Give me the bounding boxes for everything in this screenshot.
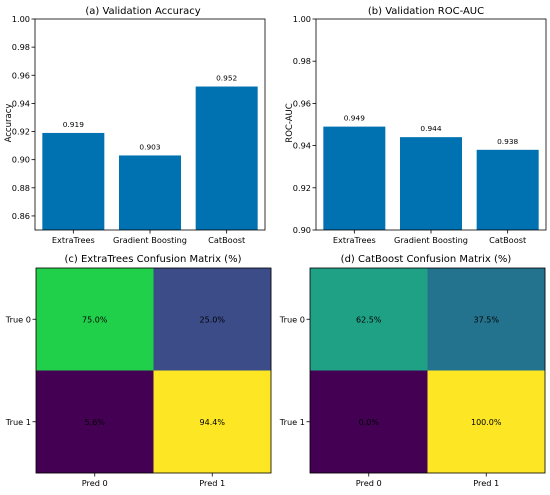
panel-a-axes-frame [34,18,266,231]
d-row-label-1: True 1 [279,417,305,427]
b-bar-0 [323,126,386,230]
d-cell-0-0 [310,268,428,371]
b-ytick-label-4: 0.98 [293,56,311,66]
panel-c-col-ticks: Pred 0 Pred 1 [82,473,225,488]
b-ytick-label-3: 0.96 [293,98,311,108]
c-col-label-1: Pred 1 [199,478,225,488]
d-cell-label-1-0: 0.0% [359,418,380,427]
panel-a-title: (a) Validation Accuracy [85,6,200,17]
d-cell-1-1 [427,370,546,474]
panel-d-row-ticks: True 0 True 1 [279,314,310,427]
b-ytick-label-1: 0.92 [293,183,311,193]
c-cell-label-0-1: 25.0% [200,315,226,324]
d-cell-label-0-0: 62.5% [356,315,382,324]
a-bar-1 [119,155,181,230]
a-data-label-0: 0.919 [63,120,84,129]
panel-d-axes-frame [309,267,546,474]
panel-d-cells [310,268,546,474]
panel-c-cells [36,268,272,474]
a-bar-0 [42,132,105,230]
panel-c-cell-labels: 75.0% 25.0% 5.6% 94.4% [82,315,225,427]
b-xtick-label-0: ExtraTrees [333,235,376,245]
panel-b-x-ticks: ExtraTrees Gradient Boosting CatBoost [333,230,527,245]
d-row-label-0: True 0 [279,314,305,324]
c-cell-label-1-1: 94.4% [200,418,226,427]
b-ytick-label-2: 0.94 [293,141,311,151]
a-xtick-label-0: ExtraTrees [52,235,95,245]
panel-b-data-labels: 0.949 0.944 0.938 [344,114,519,146]
b-ytick-label-0: 0.90 [293,225,311,235]
c-cell-1-1 [153,370,272,474]
a-xtick-label-1: Gradient Boosting [113,235,187,245]
a-ytick-label-1: 0.88 [12,183,30,193]
a-ytick-label-3: 0.92 [12,127,30,137]
panel-d-col-ticks: Pred 0 Pred 1 [356,473,499,488]
panel-b-y-ticks: 0.90 0.92 0.94 0.96 0.98 1.00 [293,14,316,235]
c-row-label-1: True 1 [5,417,31,427]
panel-b-title: (b) Validation ROC-AUC [368,6,484,17]
d-cell-0-1 [427,268,546,371]
panel-c-extratrees-confusion-matrix: (c) ExtraTrees Confusion Matrix (%) 75.0… [5,254,272,488]
panel-b-validation-roc-auc: (b) Validation ROC-AUC ROC-AUC 0.900.920… [285,6,547,245]
b-ytick-label-5: 1.00 [293,14,311,24]
d-cell-1-0 [310,370,428,474]
panel-d-catboost-confusion-matrix: (d) CatBoost Confusion Matrix (%) 62.5% 3… [279,254,546,488]
panel-a-ylabel: Accuracy [4,104,14,143]
c-cell-0-0 [36,268,154,371]
panel-c-title: (c) ExtraTrees Confusion Matrix (%) [65,254,242,265]
d-col-label-0: Pred 0 [356,478,382,488]
a-ytick-label-6: 0.98 [12,42,30,52]
b-bar-2 [476,149,539,230]
d-col-label-1: Pred 1 [473,478,499,488]
a-data-label-2: 0.952 [216,74,237,83]
b-data-label-0: 0.949 [344,114,365,123]
c-row-label-0: True 0 [5,314,31,324]
panel-a-x-ticks: ExtraTrees Gradient Boosting CatBoost [52,230,246,245]
c-cell-label-1-0: 5.6% [85,418,106,427]
a-data-label-1: 0.903 [139,142,160,151]
a-ytick-label-4: 0.94 [12,98,30,108]
panel-c-axes-frame [35,267,272,474]
panel-a-y-ticks: 0.86 0.88 0.90 0.92 0.94 0.96 0.98 1.00 [12,14,35,221]
panel-a-data-labels: 0.919 0.903 0.952 [63,74,238,152]
c-cell-1-0 [36,370,154,474]
c-cell-label-0-0: 75.0% [82,315,108,324]
b-xtick-label-1: Gradient Boosting [394,235,468,245]
panel-b-bars [323,126,539,230]
a-ytick-label-2: 0.90 [12,155,30,165]
panel-d-cell-labels: 62.5% 37.5% 0.0% 100.0% [356,315,502,427]
c-col-label-0: Pred 0 [82,478,108,488]
a-ytick-label-5: 0.96 [12,70,30,80]
panel-a-bars [42,86,258,231]
a-ytick-label-0: 0.86 [12,211,30,221]
d-cell-label-1-1: 100.0% [471,418,502,427]
c-cell-0-1 [153,268,272,371]
a-xtick-label-2: CatBoost [208,235,246,245]
a-bar-2 [195,86,258,231]
panel-d-title: (d) CatBoost Confusion Matrix (%) [341,254,512,265]
b-xtick-label-2: CatBoost [489,235,527,245]
d-cell-label-0-1: 37.5% [474,315,500,324]
b-data-label-1: 0.944 [420,124,441,133]
b-data-label-2: 0.938 [497,137,518,146]
panel-b-ylabel: ROC-AUC [285,103,295,142]
panel-c-row-ticks: True 0 True 1 [5,314,36,427]
b-bar-1 [400,137,462,230]
panel-b-axes-frame [315,18,547,231]
panel-a-validation-accuracy: (a) Validation Accuracy Accuracy 0.860.8… [4,6,266,245]
a-ytick-label-7: 1.00 [12,14,30,24]
